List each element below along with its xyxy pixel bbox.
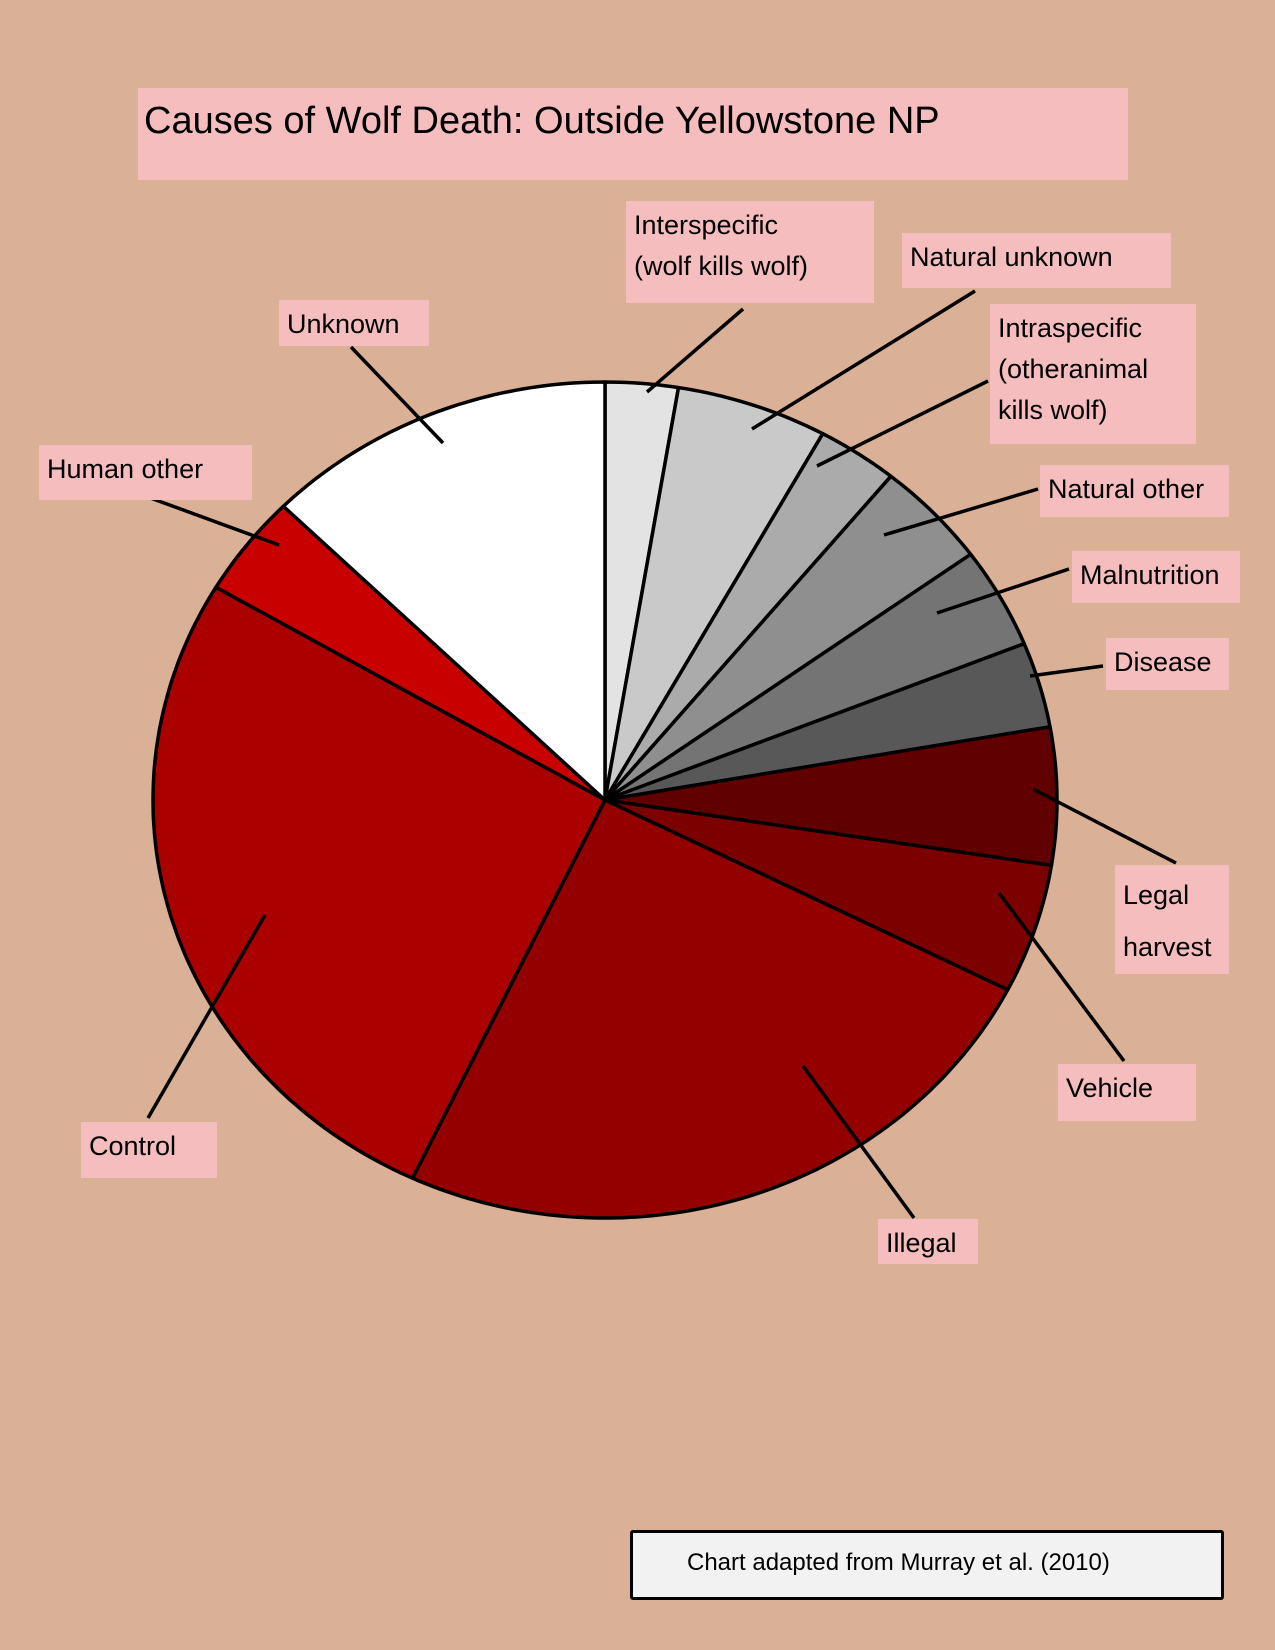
leader-line-7 [997, 891, 1126, 1063]
pie-slice-11 [281, 380, 607, 802]
source-credit-text: Chart adapted from Murray et al. (2010) [687, 1549, 1110, 1576]
pie-slice-8 [410, 798, 1010, 1220]
pie-slice-6 [603, 725, 1059, 868]
leader-line-8 [801, 1064, 916, 1220]
leader-line-6 [1032, 787, 1177, 865]
pie-slice-1 [603, 385, 825, 802]
pie-slice-2 [603, 431, 893, 802]
slice-label-9: Control [81, 1122, 217, 1178]
slice-label-8: Illegal [878, 1219, 978, 1264]
leader-line-11 [349, 345, 445, 445]
source-credit: Chart adapted from Murray et al. (2010) [630, 1530, 1224, 1600]
leader-line-2 [816, 379, 989, 468]
leader-lines [144, 289, 1177, 1220]
pie-slice-10 [214, 504, 607, 802]
slice-label-10: Human other [39, 445, 252, 500]
chart-title: Causes of Wolf Death: Outside Yellowston… [144, 100, 940, 142]
pie-slice-9 [151, 585, 607, 1180]
slice-label-2: Intraspecific (otheranimal kills wolf) [990, 304, 1196, 444]
slice-label-0: Interspecific (wolf kills wolf) [626, 201, 874, 303]
slice-label-6: Legal harvest [1115, 865, 1229, 974]
pie-slice-3 [603, 474, 973, 802]
chart-title-box: Causes of Wolf Death: Outside Yellowston… [138, 88, 1128, 180]
leader-line-5 [1029, 664, 1104, 678]
leader-line-3 [883, 487, 1039, 537]
pie-slices [151, 380, 1059, 1220]
slice-label-1: Natural unknown [902, 233, 1171, 288]
slice-label-4: Malnutrition [1072, 551, 1240, 603]
slice-label-5: Disease [1106, 638, 1229, 690]
slice-label-11: Unknown [279, 300, 429, 346]
leader-line-10 [144, 494, 280, 547]
pie-slice-4 [603, 552, 1026, 802]
leader-line-9 [146, 914, 267, 1119]
leader-line-1 [751, 289, 976, 431]
slice-label-3: Natural other [1040, 465, 1229, 517]
slice-label-7: Vehicle [1058, 1064, 1196, 1121]
pie-slice-5 [603, 641, 1052, 802]
leader-line-4 [936, 567, 1070, 615]
leader-line-0 [645, 307, 745, 394]
pie-slice-7 [603, 798, 1054, 992]
